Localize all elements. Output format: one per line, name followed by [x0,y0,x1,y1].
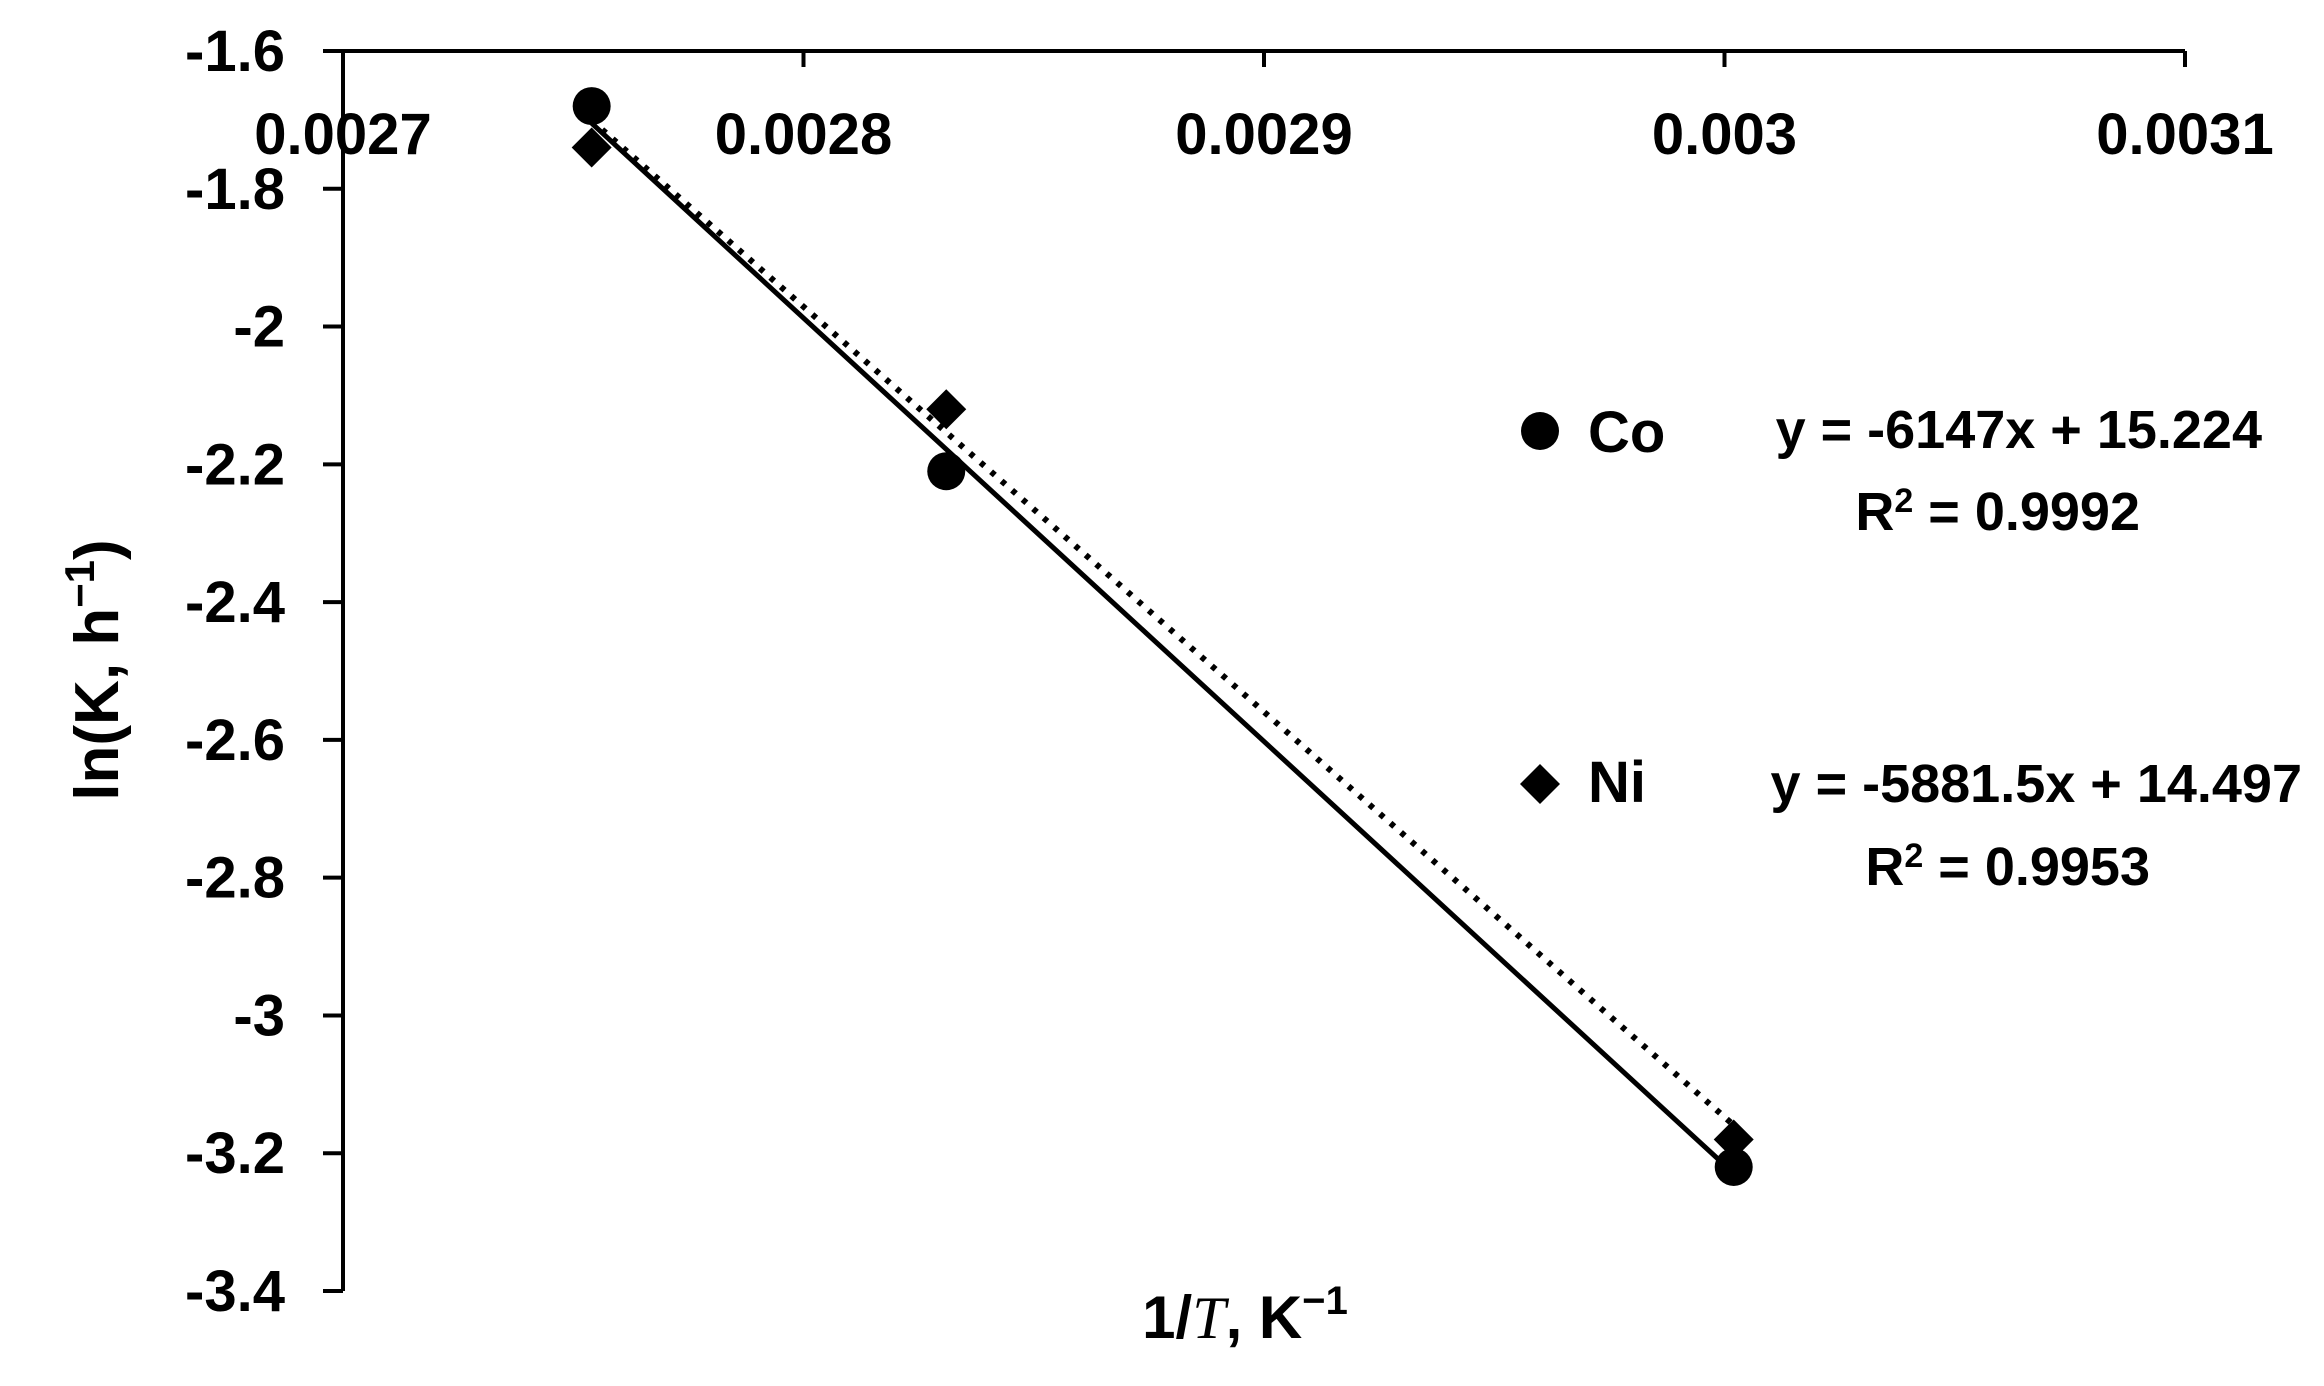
x-tick-label: 0.0028 [715,102,892,167]
data-point-ni [926,389,967,430]
x-tick-label: 0.003 [1652,102,1797,167]
data-markers [571,87,1754,1186]
trendline-ni [589,118,1736,1128]
data-point-co [1714,1148,1753,1186]
y-tick-label: -2.6 [185,708,285,773]
y-axis-title: ln(K, h−1) [56,539,132,800]
y-tick-label: -3 [233,983,285,1048]
axes [341,49,2185,1291]
x-tick-label: 0.0029 [1175,102,1352,167]
data-point-ni [571,127,612,168]
trendlines [589,118,1736,1176]
trendline-co [589,121,1736,1176]
x-axis-title: 1/T, K−1 [1142,1279,1348,1351]
legend-marker-ni [1520,764,1560,804]
y-tick-label: -2.2 [185,432,285,497]
y-axis-ticks: -1.6 -1.8 -2 -2.2 -2.4 -2.6 -2.8 -3 -3.2 -3.4 [185,19,343,1324]
legend-marker-co [1521,412,1559,450]
y-tick-label: -2.8 [185,846,285,911]
y-tick-label: -3.4 [185,1259,285,1324]
x-tick-label: 0.0031 [2096,102,2273,167]
legend [1520,412,1560,804]
legend-label-co: Co [1588,400,1665,465]
co-equation: y = -6147x + 15.224 [1776,400,2262,460]
x-axis-ticks: 0.0027 0.0028 0.0029 0.003 0.0031 [254,51,2274,167]
ni-equation: y = -5881.5x + 14.497 [1771,754,2302,814]
y-tick-label: -2.4 [185,570,285,635]
y-tick-label: -1.8 [185,157,285,222]
co-r-squared: R2 = 0.9992 [1855,482,2140,542]
data-point-co [927,452,966,491]
legend-label-ni: Ni [1588,750,1646,815]
y-tick-label: -3.2 [185,1121,285,1186]
y-tick-label: -1.6 [185,19,285,84]
y-tick-label: -2 [233,295,285,360]
data-point-co [572,87,611,126]
ni-r-squared: R2 = 0.9953 [1865,837,2150,897]
data-point-ni [1713,1119,1754,1160]
x-tick-label: 0.0027 [254,102,431,167]
